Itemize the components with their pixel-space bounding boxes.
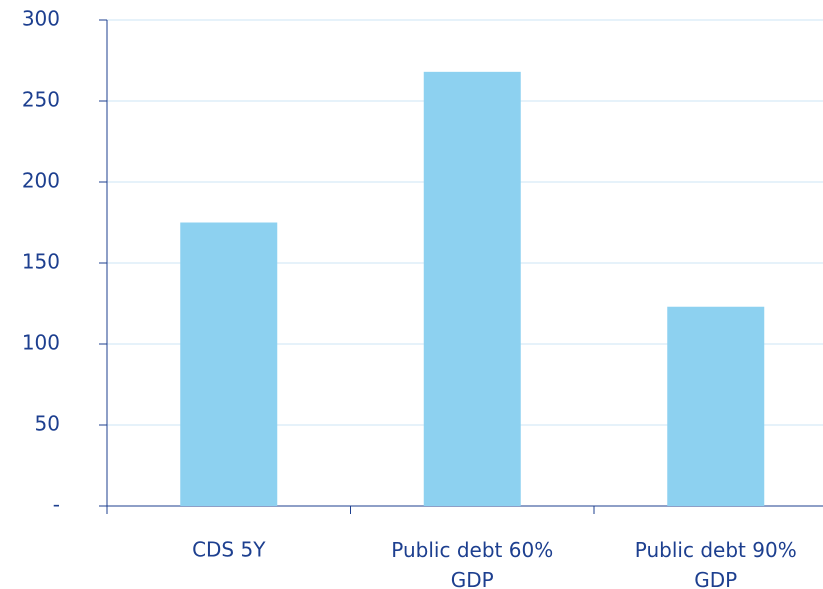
bar — [423, 71, 521, 506]
y-tick-label: 150 — [22, 250, 60, 274]
y-tick-label: - — [53, 493, 60, 517]
x-tick-label: CDS 5Y — [192, 538, 266, 562]
x-tick-label: Public debt 90% GDP — [635, 538, 797, 589]
y-tick-label: 300 — [22, 7, 60, 31]
y-tick-label: 100 — [22, 331, 60, 355]
y-tick-label: 200 — [22, 169, 60, 193]
bar — [667, 306, 765, 506]
y-tick-label: 250 — [22, 88, 60, 112]
y-tick-label: 50 — [35, 412, 60, 436]
bar — [180, 222, 278, 506]
x-tick-label: Public debt 60% GDP — [391, 538, 553, 589]
